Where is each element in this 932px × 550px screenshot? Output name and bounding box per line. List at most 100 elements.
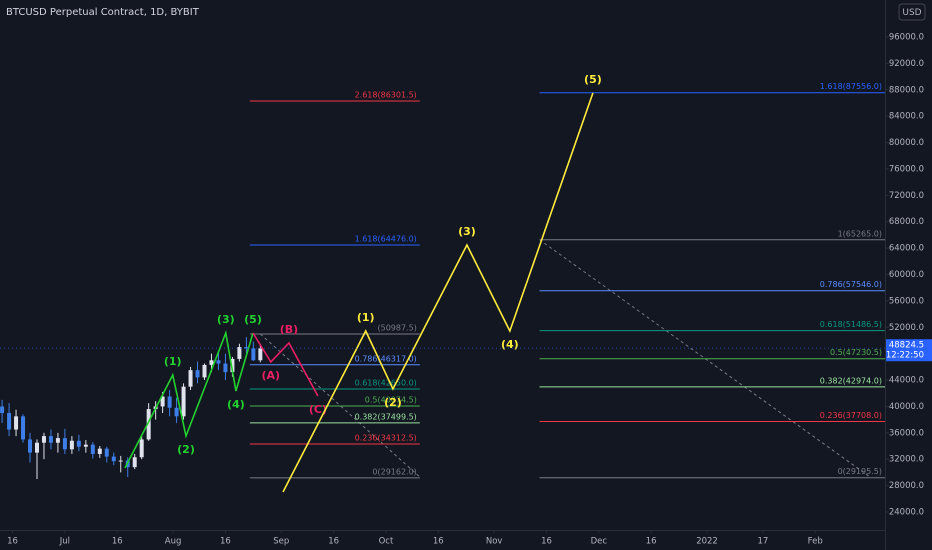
candle-body <box>48 436 53 443</box>
last-price-label: 48824.5 <box>889 341 924 351</box>
candle-body <box>216 360 221 364</box>
fib-label: 0.5(47230.5) <box>830 348 882 357</box>
x-tick-label: 16 <box>646 537 657 547</box>
candle-body <box>181 386 186 417</box>
candle-body <box>202 364 207 378</box>
wave-label: (3) <box>217 313 235 326</box>
x-tick-label: 16 <box>7 537 18 547</box>
wave-label: (3) <box>458 225 476 238</box>
candle-body <box>230 358 235 373</box>
wave-line <box>252 332 319 397</box>
x-tick-label: 16 <box>112 537 123 547</box>
candle-body <box>111 456 116 462</box>
x-tick-label: Sep <box>273 537 289 547</box>
fib-label: 0.382(42974.0) <box>820 376 882 385</box>
fib-label: 1.618(64476.0) <box>355 234 417 243</box>
wave-label: (4) <box>227 398 245 411</box>
currency-button[interactable] <box>898 3 926 21</box>
y-tick-label: 56000.0 <box>889 296 924 306</box>
fib-label: 2.618(86301.5) <box>355 90 417 99</box>
fib-label: (50987.5) <box>377 323 416 332</box>
y-tick-label: 52000.0 <box>889 323 924 333</box>
fib-label: 1(65265.0) <box>838 229 882 238</box>
candle-body <box>97 448 102 454</box>
x-tick-label: 16 <box>433 537 444 547</box>
y-tick-label: 68000.0 <box>889 217 924 227</box>
candle-body <box>28 439 33 453</box>
y-tick-label: 36000.0 <box>889 428 924 438</box>
wave-line <box>282 92 594 493</box>
candle-body <box>76 440 81 447</box>
candle-body <box>55 438 60 443</box>
x-tick-label: Dec <box>591 537 608 547</box>
x-tick-label: 16 <box>220 537 231 547</box>
x-tick-label: 2022 <box>696 537 718 547</box>
candle-body <box>34 442 39 453</box>
candle-body <box>160 396 165 407</box>
candle-body <box>62 438 67 450</box>
y-tick-label: 96000.0 <box>889 33 924 43</box>
x-tick-label: Feb <box>808 537 823 547</box>
fib-label: 0.618(51486.5) <box>820 320 882 329</box>
fib-label: 0.618(42650.0) <box>355 378 417 387</box>
candle-body <box>118 460 123 462</box>
candle-body <box>0 406 5 414</box>
x-tick-label: Jul <box>59 537 70 547</box>
fib-label: 1.618(87556.0) <box>820 82 882 91</box>
fib-label: 0(29195.5) <box>838 467 882 476</box>
x-tick-label: 16 <box>328 537 339 547</box>
y-tick-label: 24000.0 <box>889 507 924 517</box>
candle-body <box>167 396 172 408</box>
fib-label: 0.236(34312.5) <box>355 433 417 442</box>
wave-label: (1) <box>164 355 182 368</box>
fib-label: 0.5(40074.5) <box>365 395 417 404</box>
candle-body <box>174 407 179 417</box>
wave-label: (A) <box>262 369 281 382</box>
countdown-label: 12:22:50 <box>886 351 924 361</box>
candle-body <box>21 416 26 440</box>
fib-label: 0(29162.0) <box>372 467 416 476</box>
x-tick-label: Aug <box>165 537 182 547</box>
y-tick-label: 28000.0 <box>889 481 924 491</box>
candle-body <box>41 436 46 443</box>
chart-title: BTCUSD Perpetual Contract, 1D, BYBIT <box>6 7 200 18</box>
last-price-tag <box>886 339 932 362</box>
y-tick-label: 40000.0 <box>889 402 924 412</box>
fib-label: 0.236(37708.0) <box>820 411 882 420</box>
y-tick-label: 72000.0 <box>889 191 924 201</box>
candle-body <box>251 348 256 361</box>
currency-label: USD <box>902 8 921 18</box>
x-tick-label: 17 <box>757 537 768 547</box>
candle-body <box>237 347 242 359</box>
wave-label: (2) <box>384 396 402 409</box>
y-tick-label: 64000.0 <box>889 244 924 254</box>
wave-label: (5) <box>244 313 262 326</box>
candle-body <box>209 360 214 365</box>
candle-body <box>90 444 95 454</box>
candle-body <box>132 457 137 468</box>
x-tick-label: Nov <box>486 537 503 547</box>
wave-line <box>124 330 254 469</box>
candle-body <box>14 416 19 430</box>
y-tick-label: 44000.0 <box>889 376 924 386</box>
y-tick-label: 88000.0 <box>889 85 924 95</box>
y-tick-label: 92000.0 <box>889 59 924 69</box>
candle-body <box>258 348 263 361</box>
candle-body <box>146 409 151 440</box>
fib-label: 0.786(46317.0) <box>355 354 417 363</box>
candle-body <box>7 413 12 430</box>
candle-body <box>244 347 249 349</box>
candle-body <box>139 439 144 458</box>
x-tick-label: Oct <box>379 537 394 547</box>
y-tick-label: 60000.0 <box>889 270 924 280</box>
y-tick-label: 32000.0 <box>889 455 924 465</box>
fib-label: 0.786(57546.0) <box>820 280 882 289</box>
wave-label: (2) <box>177 443 195 456</box>
fib-label: 0.382(37499.5) <box>355 412 417 421</box>
candle-body <box>69 440 74 450</box>
x-tick-label: 16 <box>541 537 552 547</box>
wave-label: (B) <box>280 323 298 336</box>
y-tick-label: 76000.0 <box>889 164 924 174</box>
wave-label: (1) <box>357 311 375 324</box>
